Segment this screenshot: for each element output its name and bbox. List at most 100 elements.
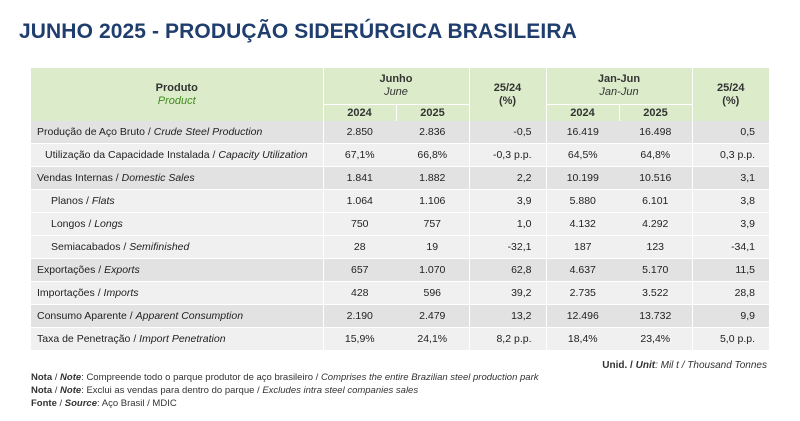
cell-month-2025: 2.836 xyxy=(396,121,470,144)
cell-month-2025: 1.882 xyxy=(396,166,470,190)
footnote-source: Fonte / Source: Aço Brasil / MDIC xyxy=(31,398,177,409)
header-ytd-2025: 2025 xyxy=(619,104,693,121)
table-row: Consumo Aparente / Apparent Consumption … xyxy=(31,304,769,328)
table-row: Utilização da Capacidade Instalada / Cap… xyxy=(31,143,769,167)
header-month-pt: Junho xyxy=(379,73,413,85)
cell-month-2025: 596 xyxy=(396,281,470,305)
cell-month-2025: 757 xyxy=(396,212,470,236)
cell-ytd-var: 9,9 xyxy=(692,304,769,328)
table-row: Taxa de Penetração / Import Penetration … xyxy=(31,327,769,351)
header-product-pt: Produto xyxy=(155,81,198,94)
cell-month-2024: 15,9% xyxy=(323,327,396,351)
table-row: Planos / Flats 1.064 1.106 3,9 5.880 6.1… xyxy=(31,189,769,213)
row-label: Utilização da Capacidade Instalada / Cap… xyxy=(31,143,324,167)
cell-ytd-2025: 13.732 xyxy=(619,304,693,328)
footnotes: Nota / Note: Compreende todo o parque pr… xyxy=(31,371,539,410)
cell-month-2024: 2.190 xyxy=(323,304,396,328)
cell-ytd-var: 3,9 xyxy=(692,212,769,236)
cell-month-2024: 2.850 xyxy=(323,121,396,144)
header-month: Junho June xyxy=(323,68,470,105)
cell-month-var: 13,2 xyxy=(469,304,547,328)
cell-month-2025: 66,8% xyxy=(396,143,470,167)
cell-ytd-2024: 5.880 xyxy=(546,189,619,213)
cell-month-var: 1,0 xyxy=(469,212,547,236)
row-label: Produção de Aço Bruto / Crude Steel Prod… xyxy=(31,121,324,144)
table-row: Produção de Aço Bruto / Crude Steel Prod… xyxy=(31,121,769,144)
table-row: Semiacabados / Semifinished 28 19 -32,1 … xyxy=(31,235,769,259)
row-label: Planos / Flats xyxy=(31,189,324,213)
header-month-var: 25/24 (%) xyxy=(469,68,547,121)
cell-month-2025: 2.479 xyxy=(396,304,470,328)
cell-month-2025: 19 xyxy=(396,235,470,259)
row-label: Vendas Internas / Domestic Sales xyxy=(31,166,324,190)
cell-month-2024: 1.064 xyxy=(323,189,396,213)
cell-ytd-var: 28,8 xyxy=(692,281,769,305)
cell-month-var: 62,8 xyxy=(469,258,547,282)
cell-month-2024: 750 xyxy=(323,212,396,236)
cell-month-var: -0,3 p.p. xyxy=(469,143,547,167)
cell-month-var: 3,9 xyxy=(469,189,547,213)
cell-month-2025: 1.070 xyxy=(396,258,470,282)
cell-month-var: 39,2 xyxy=(469,281,547,305)
cell-ytd-2025: 4.292 xyxy=(619,212,693,236)
row-label: Taxa de Penetração / Import Penetration xyxy=(31,327,324,351)
header-month-2025: 2025 xyxy=(396,104,470,121)
row-label: Consumo Aparente / Apparent Consumption xyxy=(31,304,324,328)
cell-ytd-2024: 4.637 xyxy=(546,258,619,282)
cell-ytd-2025: 23,4% xyxy=(619,327,693,351)
cell-ytd-var: 0,3 p.p. xyxy=(692,143,769,167)
header-var-unit: (%) xyxy=(498,94,517,107)
header-var2-unit: (%) xyxy=(722,94,740,107)
cell-ytd-2024: 2.735 xyxy=(546,281,619,305)
cell-month-2024: 28 xyxy=(323,235,396,259)
header-month-en: June xyxy=(384,86,408,98)
table-row: Longos / Longs 750 757 1,0 4.132 4.292 3… xyxy=(31,212,769,236)
page-title: JUNHO 2025 - PRODUÇÃO SIDERÚRGICA BRASIL… xyxy=(19,20,577,43)
cell-ytd-2024: 12.496 xyxy=(546,304,619,328)
unit-value-pt: : Mil t / xyxy=(655,360,688,371)
header-ytd: Jan-Jun Jan-Jun xyxy=(546,68,693,105)
cell-ytd-var: 11,5 xyxy=(692,258,769,282)
table-row: Vendas Internas / Domestic Sales 1.841 1… xyxy=(31,166,769,190)
header-product: Produto Product xyxy=(31,68,324,121)
header-ytd-en: Jan-Jun xyxy=(599,86,639,98)
unit-label-pt: Unid. / xyxy=(602,360,636,371)
table-row: Importações / Imports 428 596 39,2 2.735… xyxy=(31,281,769,305)
unit-label-en: Unit xyxy=(635,360,656,371)
row-label: Importações / Imports xyxy=(31,281,324,305)
cell-month-var: 2,2 xyxy=(469,166,547,190)
cell-ytd-2024: 187 xyxy=(546,235,619,259)
cell-month-var: 8,2 p.p. xyxy=(469,327,547,351)
cell-month-var: -32,1 xyxy=(469,235,547,259)
cell-ytd-2025: 64,8% xyxy=(619,143,693,167)
steel-production-table: Produto Product Junho June 25/24 (%) Jan… xyxy=(31,68,769,351)
cell-ytd-2025: 5.170 xyxy=(619,258,693,282)
cell-ytd-2024: 10.199 xyxy=(546,166,619,190)
cell-ytd-2025: 16.498 xyxy=(619,121,693,144)
header-month-2024: 2024 xyxy=(323,104,397,121)
row-label: Longos / Longs xyxy=(31,212,324,236)
row-label: Semiacabados / Semifinished xyxy=(31,235,324,259)
cell-ytd-2025: 3.522 xyxy=(619,281,693,305)
cell-month-2024: 1.841 xyxy=(323,166,396,190)
footnote: Nota / Note: Compreende todo o parque pr… xyxy=(31,372,539,383)
cell-ytd-2025: 10.516 xyxy=(619,166,693,190)
cell-ytd-2025: 123 xyxy=(619,235,693,259)
cell-ytd-var: 3,1 xyxy=(692,166,769,190)
cell-ytd-2024: 18,4% xyxy=(546,327,619,351)
cell-ytd-2024: 4.132 xyxy=(546,212,619,236)
header-ytd-var: 25/24 (%) xyxy=(692,68,769,121)
cell-ytd-var: 5,0 p.p. xyxy=(692,327,769,351)
cell-month-2025: 24,1% xyxy=(396,327,470,351)
cell-ytd-2025: 6.101 xyxy=(619,189,693,213)
unit-note: Unid. / Unit: Mil t / Thousand Tonnes xyxy=(31,360,767,371)
cell-month-var: -0,5 xyxy=(469,121,547,144)
cell-ytd-var: 0,5 xyxy=(692,121,769,144)
cell-ytd-var: -34,1 xyxy=(692,235,769,259)
row-label: Exportações / Exports xyxy=(31,258,324,282)
header-var2-label: 25/24 xyxy=(716,81,745,94)
cell-month-2024: 657 xyxy=(323,258,396,282)
cell-month-2025: 1.106 xyxy=(396,189,470,213)
unit-value-en: Thousand Tonnes xyxy=(687,360,767,371)
cell-ytd-2024: 16.419 xyxy=(546,121,619,144)
